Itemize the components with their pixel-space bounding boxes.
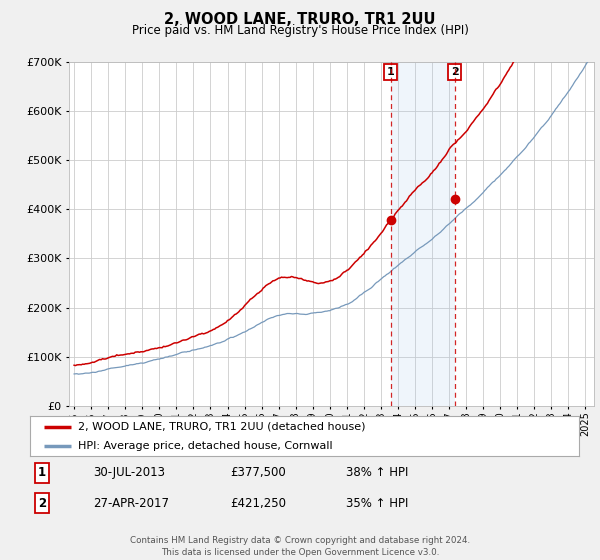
- Text: 30-JUL-2013: 30-JUL-2013: [93, 466, 165, 479]
- Bar: [391, 62, 455, 406]
- Text: HPI: Average price, detached house, Cornwall: HPI: Average price, detached house, Corn…: [79, 441, 333, 451]
- Text: £377,500: £377,500: [230, 466, 286, 479]
- Text: Price paid vs. HM Land Registry's House Price Index (HPI): Price paid vs. HM Land Registry's House …: [131, 24, 469, 37]
- Text: 38% ↑ HPI: 38% ↑ HPI: [346, 466, 408, 479]
- Text: 2, WOOD LANE, TRURO, TR1 2UU (detached house): 2, WOOD LANE, TRURO, TR1 2UU (detached h…: [79, 422, 366, 432]
- Text: 2, WOOD LANE, TRURO, TR1 2UU: 2, WOOD LANE, TRURO, TR1 2UU: [164, 12, 436, 27]
- Text: 1: 1: [387, 67, 395, 77]
- Text: 2: 2: [38, 497, 46, 510]
- Text: 2: 2: [451, 67, 458, 77]
- Text: 35% ↑ HPI: 35% ↑ HPI: [346, 497, 408, 510]
- Text: £421,250: £421,250: [230, 497, 286, 510]
- Text: 27-APR-2017: 27-APR-2017: [93, 497, 169, 510]
- Text: Contains HM Land Registry data © Crown copyright and database right 2024.
This d: Contains HM Land Registry data © Crown c…: [130, 536, 470, 557]
- Text: 1: 1: [38, 466, 46, 479]
